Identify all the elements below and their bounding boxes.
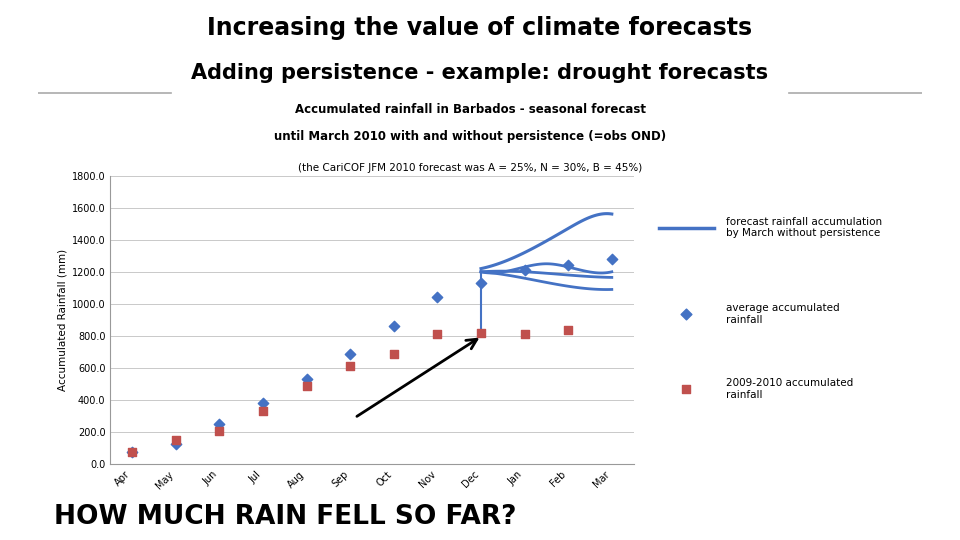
Text: 2009-2010 accumulated
rainfall: 2009-2010 accumulated rainfall bbox=[726, 379, 853, 400]
Text: Increasing the value of climate forecasts: Increasing the value of climate forecast… bbox=[207, 16, 753, 40]
Point bbox=[212, 427, 228, 435]
Point bbox=[473, 279, 489, 287]
Point bbox=[299, 375, 314, 383]
Text: (the CariCOF JFM 2010 forecast was A = 25%, N = 30%, B = 45%): (the CariCOF JFM 2010 forecast was A = 2… bbox=[299, 163, 642, 173]
Point bbox=[255, 399, 271, 408]
Text: Accumulated rainfall in Barbados - seasonal forecast: Accumulated rainfall in Barbados - seaso… bbox=[295, 103, 646, 116]
Text: until March 2010 with and without persistence (=obs OND): until March 2010 with and without persis… bbox=[275, 130, 666, 143]
Point bbox=[125, 447, 140, 456]
Point bbox=[168, 436, 183, 444]
Point bbox=[473, 328, 489, 337]
Point bbox=[516, 266, 532, 274]
Point bbox=[386, 322, 401, 330]
Point bbox=[255, 406, 271, 415]
Point bbox=[561, 325, 576, 334]
Point bbox=[386, 349, 401, 358]
Point bbox=[343, 362, 358, 371]
Y-axis label: Accumulated Rainfall (mm): Accumulated Rainfall (mm) bbox=[58, 249, 67, 391]
Point bbox=[212, 420, 228, 429]
Text: HOW MUCH RAIN FELL SO FAR?: HOW MUCH RAIN FELL SO FAR? bbox=[55, 504, 516, 530]
Point bbox=[561, 261, 576, 269]
Point bbox=[604, 255, 619, 264]
Point bbox=[430, 293, 445, 302]
Point bbox=[430, 329, 445, 338]
Point bbox=[125, 448, 140, 457]
Text: forecast rainfall accumulation
by March without persistence: forecast rainfall accumulation by March … bbox=[726, 217, 882, 238]
Text: Adding persistence - example: drought forecasts: Adding persistence - example: drought fo… bbox=[191, 63, 769, 83]
Point bbox=[299, 381, 314, 390]
Text: 55: 55 bbox=[929, 521, 942, 531]
Point bbox=[516, 330, 532, 339]
Text: average accumulated
rainfall: average accumulated rainfall bbox=[726, 303, 840, 325]
Point bbox=[168, 439, 183, 448]
Point bbox=[343, 350, 358, 359]
